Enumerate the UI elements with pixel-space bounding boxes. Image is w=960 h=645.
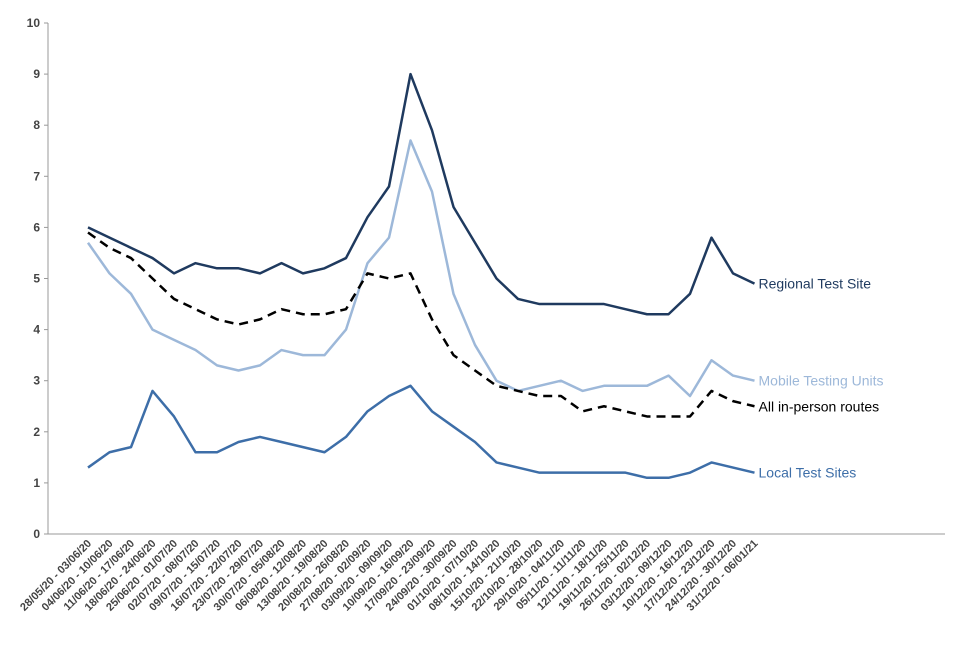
y-tick-label: 5: [33, 272, 40, 286]
y-tick-label: 0: [33, 527, 40, 541]
series-line: [87, 384, 755, 480]
series-line: [87, 231, 755, 418]
series-line: [86, 139, 755, 398]
y-tick-label: 4: [33, 323, 40, 337]
y-tick-label: 8: [33, 118, 40, 132]
series-label: Mobile Testing Units: [759, 373, 884, 389]
series-label: Regional Test Site: [759, 276, 872, 292]
y-tick-label: 6: [33, 220, 40, 234]
y-tick-label: 3: [33, 374, 40, 388]
series-label: Local Test Sites: [759, 465, 857, 481]
y-tick-label: 2: [33, 425, 40, 439]
series-line: [87, 72, 756, 316]
y-tick-label: 10: [27, 16, 41, 30]
y-tick-label: 9: [33, 67, 40, 81]
y-tick-label: 1: [33, 476, 40, 490]
y-tick-label: 7: [33, 169, 40, 183]
series-label: All in-person routes: [759, 398, 880, 414]
